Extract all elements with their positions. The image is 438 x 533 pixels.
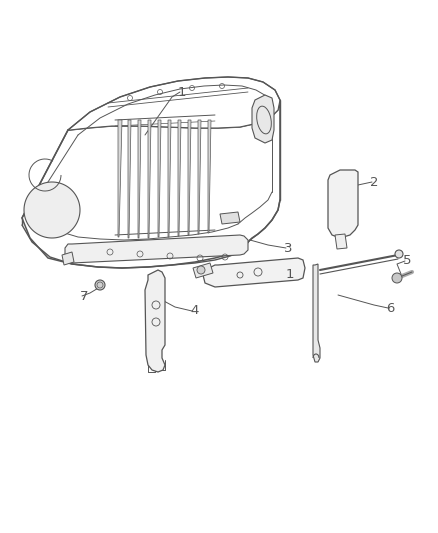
Text: 5: 5 xyxy=(403,254,411,268)
Polygon shape xyxy=(62,252,74,265)
Polygon shape xyxy=(118,120,122,237)
Polygon shape xyxy=(178,120,181,236)
Polygon shape xyxy=(148,120,151,238)
Text: 3: 3 xyxy=(284,241,293,254)
Circle shape xyxy=(197,266,205,274)
Polygon shape xyxy=(188,120,191,235)
Text: 7: 7 xyxy=(80,289,88,303)
Polygon shape xyxy=(24,182,80,238)
Polygon shape xyxy=(138,120,141,238)
Text: 1: 1 xyxy=(178,85,187,99)
Polygon shape xyxy=(65,235,248,263)
Circle shape xyxy=(392,273,402,283)
Polygon shape xyxy=(22,100,280,268)
Polygon shape xyxy=(203,258,305,287)
Polygon shape xyxy=(335,234,347,249)
Polygon shape xyxy=(313,264,320,362)
Polygon shape xyxy=(158,120,161,237)
Text: 2: 2 xyxy=(370,175,378,189)
Polygon shape xyxy=(328,170,358,238)
Polygon shape xyxy=(68,77,280,130)
Text: 6: 6 xyxy=(386,302,394,314)
Circle shape xyxy=(395,250,403,258)
Polygon shape xyxy=(252,95,274,143)
Circle shape xyxy=(95,280,105,290)
Polygon shape xyxy=(145,270,165,372)
Text: 4: 4 xyxy=(190,304,198,318)
Polygon shape xyxy=(220,212,240,224)
Polygon shape xyxy=(193,263,213,278)
Polygon shape xyxy=(128,120,131,238)
Polygon shape xyxy=(198,120,201,234)
Polygon shape xyxy=(168,120,171,237)
Polygon shape xyxy=(208,120,211,233)
Text: 1: 1 xyxy=(286,268,294,280)
